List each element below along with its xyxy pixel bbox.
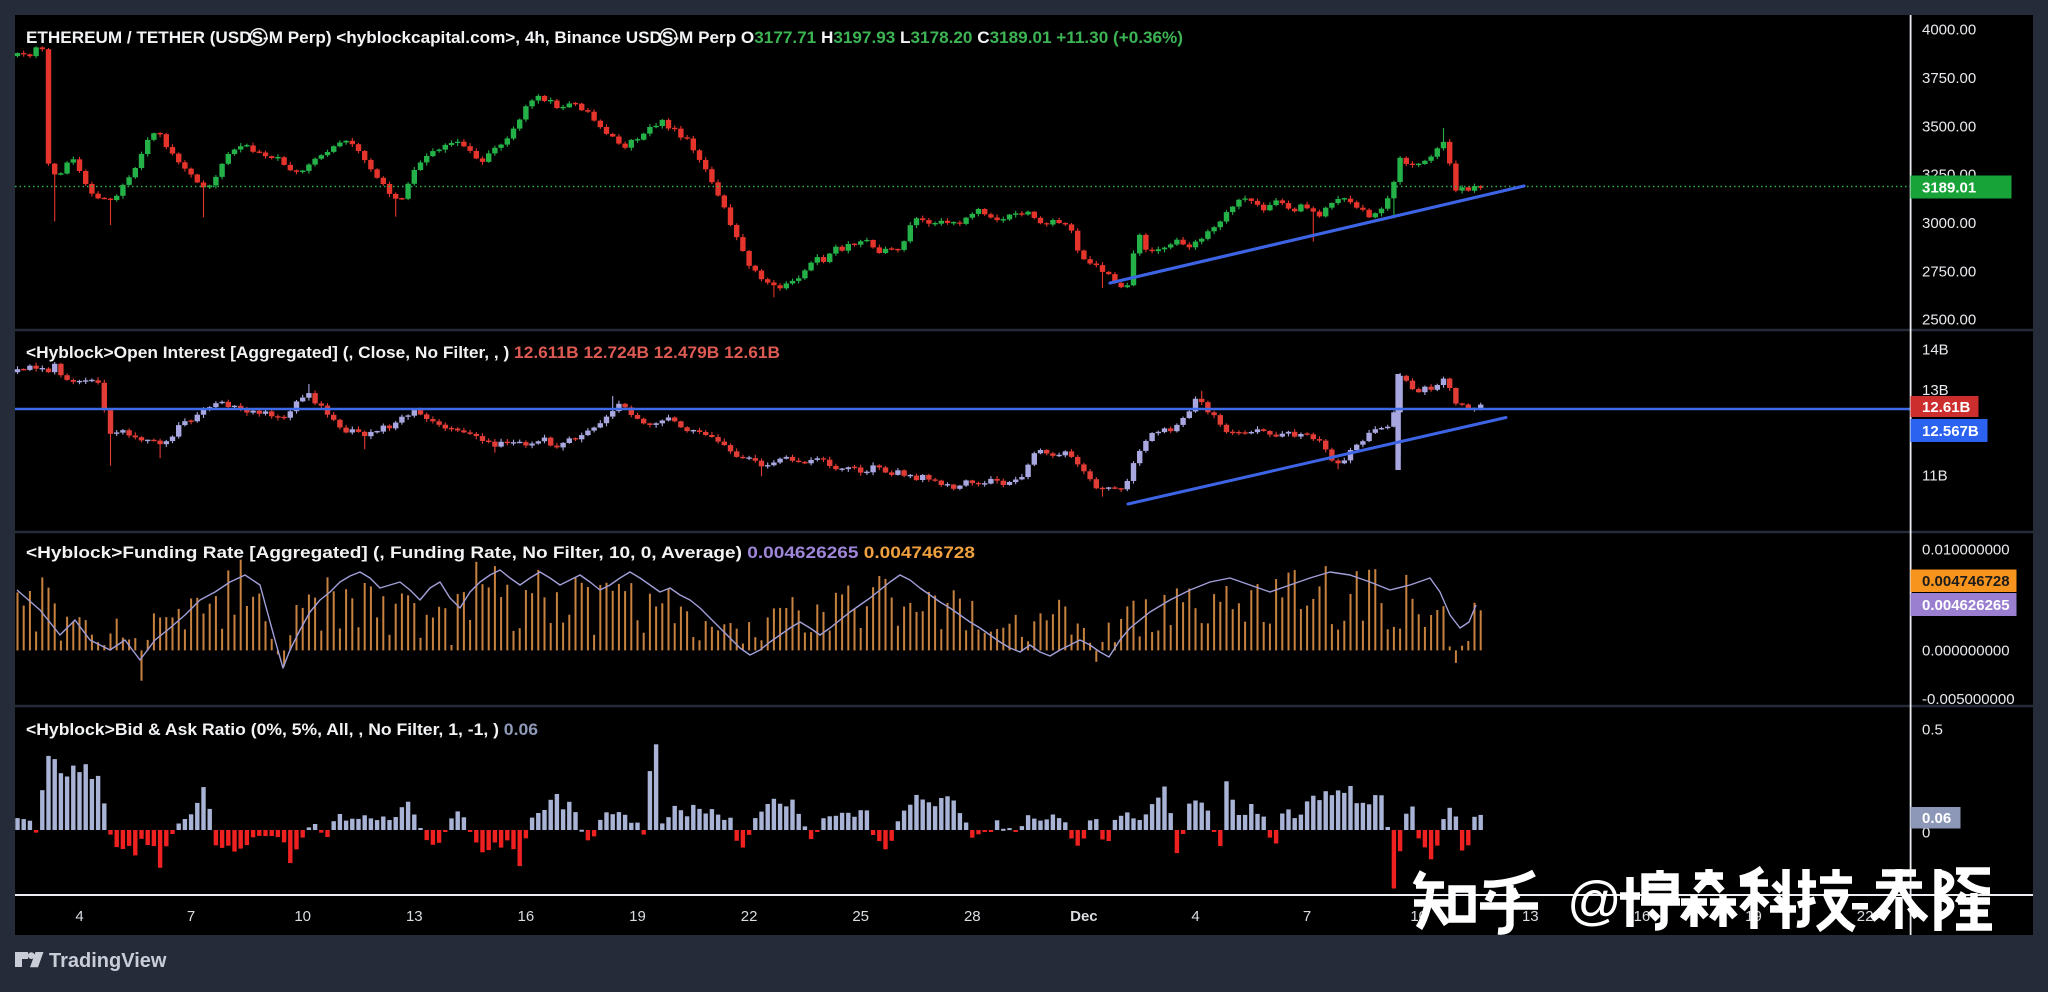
svg-text:25: 25	[852, 908, 869, 925]
svg-text:11B: 11B	[1922, 468, 1948, 485]
svg-text:0.5: 0.5	[1922, 722, 1943, 739]
svg-text:Dec: Dec	[1070, 908, 1098, 925]
svg-text:19: 19	[629, 908, 646, 925]
svg-text:22: 22	[741, 908, 758, 925]
svg-text:0: 0	[1922, 825, 1930, 842]
svg-text:0.000000000: 0.000000000	[1922, 643, 2010, 660]
svg-text:2750.00: 2750.00	[1922, 264, 1976, 281]
svg-text:<Hyblock>Bid & Ask Ratio (0%,: <Hyblock>Bid & Ask Ratio (0%, 5%, All, ,…	[26, 720, 538, 739]
svg-text:16: 16	[1634, 908, 1651, 925]
svg-text:3189.01: 3189.01	[1922, 180, 1976, 197]
svg-text:12.567B: 12.567B	[1922, 423, 1979, 440]
svg-text:7: 7	[1303, 908, 1311, 925]
svg-text:12.61B: 12.61B	[1922, 399, 1971, 416]
svg-text:13: 13	[406, 908, 423, 925]
svg-text:0.010000000: 0.010000000	[1922, 542, 2010, 559]
svg-text:-0.005000000: -0.005000000	[1922, 691, 2015, 708]
svg-text:0.004626265: 0.004626265	[1922, 597, 2010, 614]
svg-text:3500.00: 3500.00	[1922, 119, 1976, 136]
svg-text:4000.00: 4000.00	[1922, 22, 1976, 39]
svg-text:7: 7	[187, 908, 195, 925]
svg-text:13B: 13B	[1922, 382, 1949, 399]
svg-text:@: @	[1567, 871, 1622, 931]
svg-text:2500.00: 2500.00	[1922, 312, 1976, 329]
svg-text:22: 22	[1857, 908, 1874, 925]
svg-text:10: 10	[294, 908, 311, 925]
svg-text:4: 4	[75, 908, 83, 925]
svg-text:3750.00: 3750.00	[1922, 70, 1976, 87]
svg-text:TradingView: TradingView	[49, 950, 167, 972]
svg-text:13: 13	[1522, 908, 1539, 925]
svg-text:0.06: 0.06	[1922, 810, 1951, 827]
svg-text:ETHEREUM / TETHER (USDS-M Perp: ETHEREUM / TETHER (USDS-M Perp) <hyblock…	[26, 28, 1183, 47]
svg-text:0.004746728: 0.004746728	[1922, 573, 2010, 590]
svg-text:3000.00: 3000.00	[1922, 215, 1976, 232]
svg-text:<Hyblock>Open Interest [Aggreg: <Hyblock>Open Interest [Aggregated] (, C…	[26, 343, 780, 362]
svg-text:4: 4	[1191, 908, 1199, 925]
svg-text:16: 16	[518, 908, 535, 925]
svg-text:<Hyblock>Funding Rate [Aggrega: <Hyblock>Funding Rate [Aggregated] (, Fu…	[26, 543, 975, 562]
svg-text:28: 28	[964, 908, 981, 925]
svg-text:14B: 14B	[1922, 342, 1949, 359]
